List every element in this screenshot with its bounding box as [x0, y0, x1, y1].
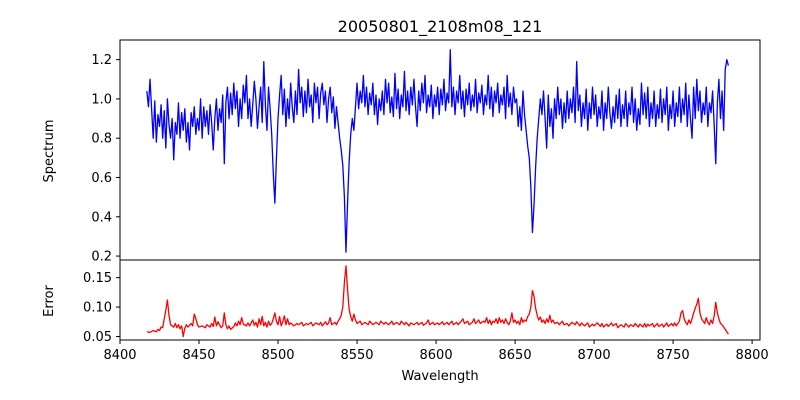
error-y-axis-label: Error — [42, 285, 57, 317]
x-tick-label: 8800 — [736, 348, 769, 363]
spectrum-y-ticks: 0.2 0.4 0.6 0.8 1.0 1.2 — [91, 53, 120, 265]
error-y-tick-label: 0.05 — [83, 330, 112, 345]
x-tick-label: 8750 — [657, 348, 690, 363]
spectrum-y-tick-label: 1.2 — [91, 53, 112, 68]
error-y-ticks: 0.05 0.10 0.15 — [83, 271, 120, 345]
x-tick-label: 8450 — [182, 348, 215, 363]
spectrum-panel: 0.2 0.4 0.6 0.8 1.0 1.2 Spectrum — [42, 39, 761, 265]
spectrum-y-tick-label: 0.4 — [91, 210, 112, 225]
error-y-tick-label: 0.10 — [83, 301, 112, 316]
spectrum-series — [146, 49, 730, 253]
x-ticks: 8400 8450 8500 8550 8600 8650 8700 8750 8800 — [103, 340, 769, 363]
x-tick-label: 8650 — [499, 348, 532, 363]
x-tick-label: 8400 — [103, 348, 136, 363]
error-y-tick-label: 0.15 — [83, 271, 112, 286]
error-line — [146, 265, 729, 338]
spectrum-line — [146, 49, 730, 253]
x-tick-label: 8600 — [420, 348, 453, 363]
error-plot-frame — [119, 259, 761, 341]
x-tick-label: 8500 — [261, 348, 294, 363]
error-panel: 0.05 0.10 0.15 Error — [42, 259, 761, 345]
chart-title: 20050801_2108m08_121 — [338, 17, 543, 37]
spectrum-y-tick-label: 0.6 — [91, 171, 112, 186]
spectrum-y-tick-label: 0.2 — [91, 250, 112, 265]
spectrum-y-axis-label: Spectrum — [42, 120, 57, 183]
spectrum-y-tick-label: 0.8 — [91, 132, 112, 147]
spectrum-y-tick-label: 1.0 — [91, 92, 112, 107]
error-series — [146, 265, 729, 338]
x-tick-label: 8550 — [340, 348, 373, 363]
x-axis-label: Wavelength — [401, 369, 478, 384]
x-tick-label: 8700 — [578, 348, 611, 363]
